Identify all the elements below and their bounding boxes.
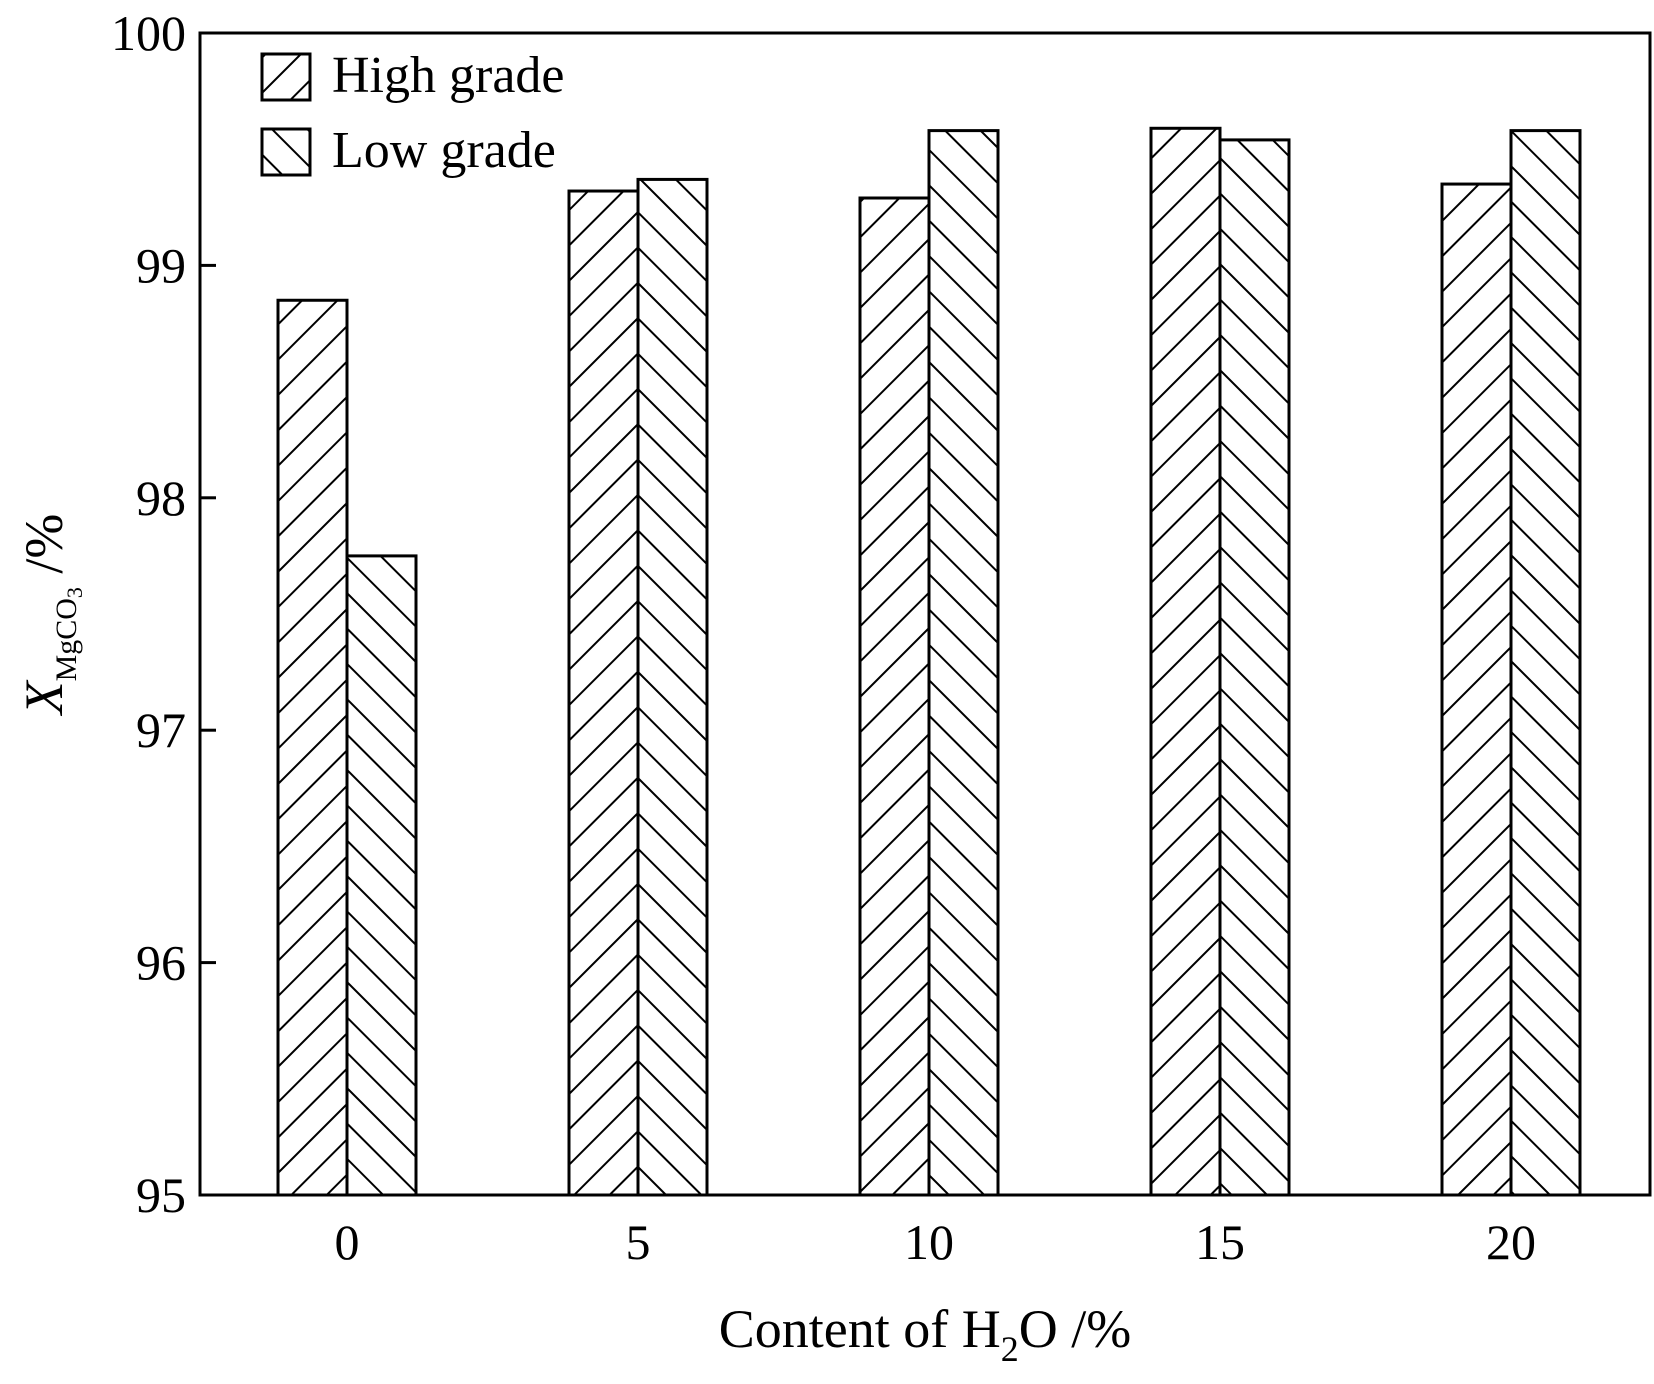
- y-tick-label-99: 99: [136, 237, 186, 293]
- bar-high-grade-15: [1149, 126, 1222, 1197]
- bar-high-grade-5: [567, 189, 640, 1197]
- x-axis-title-main: Content of H: [719, 1299, 1001, 1359]
- legend-label-low-grade: Low grade: [332, 122, 556, 179]
- x-axis: 0 5 10 15 20: [335, 1179, 1536, 1270]
- x-tick-label-5: 5: [626, 1214, 651, 1270]
- bar-low-grade-0: [345, 554, 418, 1197]
- y-tick-label-100: 100: [111, 5, 186, 61]
- bar-low-grade-5: [636, 177, 709, 1197]
- x-tick-label-15: 15: [1195, 1214, 1245, 1270]
- bar-low-grade-20: [1509, 129, 1582, 1197]
- y-axis-title-sub-subscript: 3: [62, 587, 87, 598]
- legend: High grade Low grade: [260, 47, 564, 179]
- y-axis-title: XMgCO3 /%: [14, 514, 87, 717]
- bar-high-grade-20: [1440, 182, 1513, 1197]
- bar-low-grade-15: [1218, 138, 1291, 1197]
- y-axis-title-italic: X: [14, 679, 74, 716]
- y-tick-label-96: 96: [136, 935, 186, 991]
- x-axis-title: Content of H2O /%: [719, 1299, 1131, 1369]
- legend-swatch-low-grade: [260, 127, 312, 177]
- legend-swatch-high-grade: [260, 52, 312, 102]
- x-tick-label-0: 0: [335, 1214, 360, 1270]
- y-tick-label-97: 97: [136, 702, 186, 758]
- x-tick-label-10: 10: [904, 1214, 954, 1270]
- x-axis-title-tail: O /%: [1019, 1299, 1131, 1359]
- x-axis-title-subscript: 2: [1001, 1329, 1019, 1369]
- y-axis-title-subscript: MgCO: [50, 598, 83, 681]
- y-axis-title-unit: /%: [14, 514, 74, 588]
- bar-low-grade-10: [927, 129, 1000, 1197]
- bars-group: [276, 126, 1582, 1197]
- legend-label-high-grade: High grade: [332, 47, 564, 104]
- bar-high-grade-0: [276, 298, 349, 1197]
- y-axis: 95 96 97 98 99 100: [111, 5, 216, 1223]
- y-tick-label-95: 95: [136, 1167, 186, 1223]
- x-tick-label-20: 20: [1486, 1214, 1536, 1270]
- y-tick-label-98: 98: [136, 470, 186, 526]
- bar-high-grade-10: [858, 196, 931, 1197]
